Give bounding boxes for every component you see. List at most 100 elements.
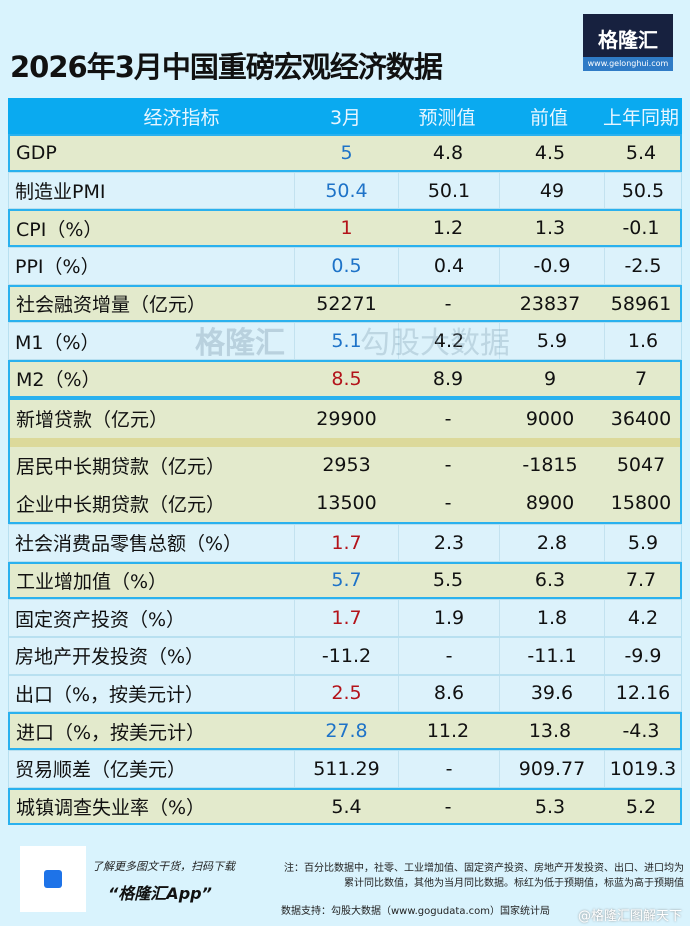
last-year-value: 5047 xyxy=(616,454,666,477)
last-year-value: 1.6 xyxy=(604,323,681,360)
forecast-value: - xyxy=(398,637,499,674)
last-year-value: 5.9 xyxy=(604,524,681,561)
forecast-value: - xyxy=(444,407,452,430)
table-row: 工业增加值（%） 5.7 5.5 6.3 7.7 xyxy=(8,561,682,600)
forecast-value: 50.1 xyxy=(398,172,499,209)
footnote: 注：百分比数据中，社零、工业增加值、固定资产投资、房地产开发投资、出口、进口均为… xyxy=(284,863,684,889)
current-value: 1.7 xyxy=(294,524,398,561)
forecast-value: - xyxy=(444,454,452,477)
last-year-value: 7 xyxy=(634,367,648,390)
current-value: 511.29 xyxy=(294,751,398,787)
gelonghui-logo: 格隆汇 www.gelonghui.com xyxy=(583,14,673,71)
previous-value: 23837 xyxy=(519,292,581,315)
table-row: M1（%） 5.1 4.2 5.9 1.6 xyxy=(8,322,682,361)
forecast-value: 4.2 xyxy=(398,323,499,360)
table-row: 进口（%，按美元计） 27.8 11.2 13.8 -4.3 xyxy=(8,712,682,750)
weibo-watermark: @格隆汇图解天下 xyxy=(577,909,682,924)
forecast-value: 11.2 xyxy=(426,720,470,743)
forecast-value: 1.2 xyxy=(432,217,464,240)
indicator-name: 出口（%，按美元计） xyxy=(15,683,205,706)
last-year-value: 58961 xyxy=(610,292,672,315)
watermark-gogudata: 勾股大数据 xyxy=(360,326,510,361)
loan-group: 新增贷款（亿元） 29900 - 9000 36400 居民中长期贷款（亿元） 2953 - -… xyxy=(8,397,682,524)
indicator-name: PPI（%） xyxy=(15,256,100,279)
previous-value: 1.3 xyxy=(534,217,566,240)
indicator-name: 新增贷款（亿元） xyxy=(16,409,169,432)
divider xyxy=(10,437,680,447)
page-title: 2026年3月中国重磅宏观经济数据 xyxy=(10,50,443,84)
previous-value: 39.6 xyxy=(499,675,604,712)
current-value: 5 xyxy=(340,141,353,164)
forecast-value: 0.4 xyxy=(398,248,499,284)
current-value: 8.5 xyxy=(331,367,362,390)
previous-value: 2.8 xyxy=(499,524,604,561)
current-value: 0.5 xyxy=(294,248,398,284)
current-value: 5.7 xyxy=(331,569,362,592)
forecast-value: 2.3 xyxy=(398,524,499,561)
last-year-value: 4.2 xyxy=(604,600,681,636)
indicator-name: 城镇调查失业率（%） xyxy=(16,797,206,820)
indicator-name: 贸易顺差（亿美元） xyxy=(15,759,187,782)
indicator-name: 企业中长期贷款（亿元） xyxy=(16,493,226,516)
last-year-value: -4.3 xyxy=(622,720,660,743)
qr-code xyxy=(20,846,86,912)
indicator-name: 房地产开发投资（%） xyxy=(15,646,205,669)
indicator-name: 社会消费品零售总额（%） xyxy=(15,533,243,556)
previous-value: 9000 xyxy=(525,407,575,430)
indicator-name: 固定资产投资（%） xyxy=(15,608,186,631)
forecast-value: 8.9 xyxy=(432,367,464,390)
table-row: 城镇调查失业率（%） 5.4 - 5.3 5.2 xyxy=(8,787,682,826)
last-year-value: 7.7 xyxy=(625,569,657,592)
previous-value: 909.77 xyxy=(499,751,604,787)
last-year-value: -2.5 xyxy=(604,248,681,284)
current-value: 2.5 xyxy=(294,675,398,712)
current-value: 29900 xyxy=(316,407,377,430)
current-value: 1 xyxy=(340,217,353,240)
data-table: 经济指标 3月 预测值 前值 上年同期 GDP 5 4.8 4.5 5.4 制造业PMI 5… xyxy=(8,98,682,826)
forecast-value: - xyxy=(398,751,499,787)
indicator-name: CPI（%） xyxy=(16,218,103,241)
table-row: 贸易顺差（亿美元） 511.29-909.77 1019.3 xyxy=(8,750,682,788)
watermark-gelonghui: 格隆汇 xyxy=(195,326,285,361)
table-row: CPI（%） 1 1.2 1.3 -0.1 xyxy=(8,209,682,248)
previous-value: 4.5 xyxy=(534,141,566,164)
current-value: -11.2 xyxy=(294,637,398,674)
table-row: 社会消费品零售总额（%） 1.7 2.3 2.8 5.9 xyxy=(8,523,682,562)
current-value: 13500 xyxy=(316,492,377,515)
promo-text: 了解更多图文干货，扫码下载 xyxy=(92,860,235,873)
previous-value: 1.8 xyxy=(499,600,604,636)
forecast-value: 8.6 xyxy=(398,675,499,712)
table-row: 制造业PMI 50.4 50.1 49 50.5 xyxy=(8,171,682,210)
last-year-value: -9.9 xyxy=(604,637,681,674)
current-value: 5.4 xyxy=(331,795,362,818)
indicator-name: M1（%） xyxy=(15,331,100,354)
indicator-name: GDP xyxy=(16,141,57,164)
forecast-value: 4.8 xyxy=(432,141,464,164)
table-row: GDP 5 4.8 4.5 5.4 xyxy=(8,134,682,172)
indicator-name: 进口（%，按美元计） xyxy=(16,721,206,744)
last-year-value: 15800 xyxy=(610,492,672,515)
indicator-name: 工业增加值（%） xyxy=(16,570,168,593)
indicator-name: M2（%） xyxy=(16,369,101,392)
table-row: 新增贷款（亿元） 29900 - 9000 36400 xyxy=(10,400,680,438)
table-row: 居民中长期贷款（亿元） 2953 - -1815 5047 xyxy=(10,447,680,485)
current-value: 27.8 xyxy=(325,720,368,743)
last-year-value: 5.4 xyxy=(625,141,657,164)
table-row: 出口（%，按美元计） 2.5 8.6 39.6 12.16 xyxy=(8,674,682,713)
previous-value: -1815 xyxy=(522,454,578,477)
last-year-value: 50.5 xyxy=(604,172,681,209)
previous-value: 13.8 xyxy=(528,720,572,743)
table-row: 房地产开发投资（%） -11.2- -11.1 -9.9 xyxy=(8,636,682,675)
indicator-name: 制造业PMI xyxy=(15,181,106,204)
forecast-value: 5.5 xyxy=(432,569,464,592)
previous-value: -11.1 xyxy=(499,637,604,674)
forecast-value: - xyxy=(444,795,452,818)
app-name: “格隆汇App” xyxy=(108,884,212,903)
previous-value: 5.9 xyxy=(499,323,604,360)
table-row: 企业中长期贷款（亿元） 13500 - 8900 15800 xyxy=(10,484,680,522)
forecast-value: - xyxy=(444,492,452,515)
current-value: 5.1 xyxy=(294,323,398,360)
app-icon xyxy=(44,870,62,888)
previous-value: 49 xyxy=(499,172,604,209)
